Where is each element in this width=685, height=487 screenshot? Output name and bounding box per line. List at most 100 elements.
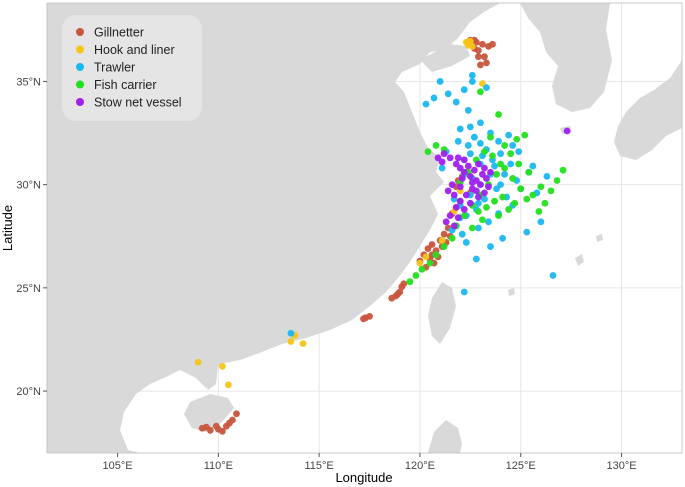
point-fish-carrier xyxy=(509,175,517,182)
korean-peninsula xyxy=(520,3,612,112)
point-fish-carrier xyxy=(501,142,509,149)
point-trawler xyxy=(523,228,531,236)
point-trawler xyxy=(468,78,476,85)
point-fish-carrier xyxy=(448,234,456,242)
point-trawler xyxy=(470,133,478,141)
hainan-island xyxy=(184,394,234,432)
point-hook-and-liner xyxy=(416,259,424,267)
ryukyu-island-2 xyxy=(596,234,603,242)
point-fish-carrier xyxy=(406,278,414,286)
point-fish-carrier xyxy=(537,183,545,191)
plot-border xyxy=(46,2,683,454)
point-trawler xyxy=(444,90,452,98)
y-tick-label: 35°N xyxy=(16,76,41,88)
point-trawler xyxy=(543,172,551,180)
point-trawler xyxy=(460,288,468,296)
point-stow-net-vessel xyxy=(460,206,468,213)
point-stow-net-vessel xyxy=(446,154,454,162)
point-stow-net-vessel xyxy=(452,203,460,211)
point-fish-carrier xyxy=(511,199,519,207)
point-trawler xyxy=(499,234,506,242)
y-tick-label: 20°N xyxy=(16,386,41,398)
point-stow-net-vessel xyxy=(450,191,458,199)
point-trawler xyxy=(477,139,484,147)
point-fish-carrier xyxy=(525,168,533,176)
x-tick-label: 130°E xyxy=(606,460,636,472)
x-tick-label: 120°E xyxy=(405,460,435,472)
point-fish-carrier xyxy=(495,212,502,220)
series-stow-net-vessel xyxy=(434,127,571,230)
point-stow-net-vessel xyxy=(481,164,488,172)
point-gillnetter xyxy=(440,230,448,238)
point-trawler xyxy=(452,98,460,106)
point-trawler xyxy=(495,137,502,145)
point-stow-net-vessel xyxy=(440,150,448,158)
luzon-island xyxy=(428,420,462,453)
y-tick-label: 30°N xyxy=(16,180,41,192)
point-fish-carrier xyxy=(523,195,531,203)
legend-key-hook-and-liner xyxy=(76,45,84,54)
x-tick-label: 125°E xyxy=(506,460,536,472)
point-trawler xyxy=(430,94,438,102)
taiwan-island xyxy=(428,282,456,344)
point-stow-net-vessel xyxy=(485,183,492,191)
point-trawler xyxy=(458,230,466,238)
point-fish-carrier xyxy=(493,170,500,178)
legend-key-trawler xyxy=(76,63,84,71)
point-hook-and-liner xyxy=(218,362,226,370)
point-trawler xyxy=(472,255,480,263)
point-trawler xyxy=(515,148,523,156)
point-stow-net-vessel xyxy=(434,154,442,162)
point-stow-net-vessel xyxy=(470,166,478,174)
point-fish-carrier xyxy=(505,206,513,213)
point-trawler xyxy=(501,170,509,178)
point-gillnetter xyxy=(474,47,482,54)
point-stow-net-vessel xyxy=(460,156,468,164)
point-trawler xyxy=(466,150,474,158)
point-trawler xyxy=(537,218,545,226)
point-stow-net-vessel xyxy=(466,199,474,207)
point-gillnetter xyxy=(481,53,488,61)
point-gillnetter xyxy=(400,280,408,288)
point-fish-carrier xyxy=(513,135,521,143)
point-stow-net-vessel xyxy=(456,197,464,205)
ryukyu-island-3 xyxy=(508,288,515,296)
point-fish-carrier xyxy=(535,208,543,215)
point-fish-carrier xyxy=(489,152,496,160)
x-axis-title: Longitude xyxy=(335,470,392,485)
point-fish-carrier xyxy=(481,148,488,156)
point-gillnetter xyxy=(483,59,490,67)
point-gillnetter xyxy=(394,290,402,298)
point-stow-net-vessel xyxy=(477,181,484,189)
legend-label-stow-net-vessel: Stow net vessel xyxy=(94,96,182,110)
point-trawler xyxy=(474,199,482,207)
point-gillnetter xyxy=(233,410,240,418)
point-trawler xyxy=(487,243,494,250)
point-fish-carrier xyxy=(517,185,525,193)
point-stow-net-vessel xyxy=(454,154,462,162)
point-trawler xyxy=(485,218,492,226)
x-tick-label: 105°E xyxy=(103,460,133,472)
x-tick-label: 115°E xyxy=(305,460,334,472)
point-hook-and-liner xyxy=(194,358,202,366)
point-gillnetter xyxy=(489,40,496,48)
point-trawler xyxy=(466,123,474,131)
point-stow-net-vessel xyxy=(448,181,456,189)
legend-background xyxy=(62,15,202,121)
point-fish-carrier xyxy=(491,197,498,205)
point-fish-carrier xyxy=(426,259,434,267)
point-fish-carrier xyxy=(477,88,484,96)
point-trawler xyxy=(422,100,430,108)
y-axis: 20°N 25°N 30°N 35°N xyxy=(16,76,47,398)
point-fish-carrier xyxy=(483,203,490,211)
point-trawler xyxy=(509,142,517,149)
point-hook-and-liner xyxy=(287,338,295,345)
point-fish-carrier xyxy=(515,160,523,168)
y-axis-title: Latitude xyxy=(0,205,15,251)
point-stow-net-vessel xyxy=(483,175,490,182)
point-gillnetter xyxy=(360,315,367,323)
point-fish-carrier xyxy=(499,193,506,201)
point-trawler xyxy=(438,164,446,172)
point-stow-net-vessel xyxy=(472,187,480,195)
point-fish-carrier xyxy=(495,111,502,118)
